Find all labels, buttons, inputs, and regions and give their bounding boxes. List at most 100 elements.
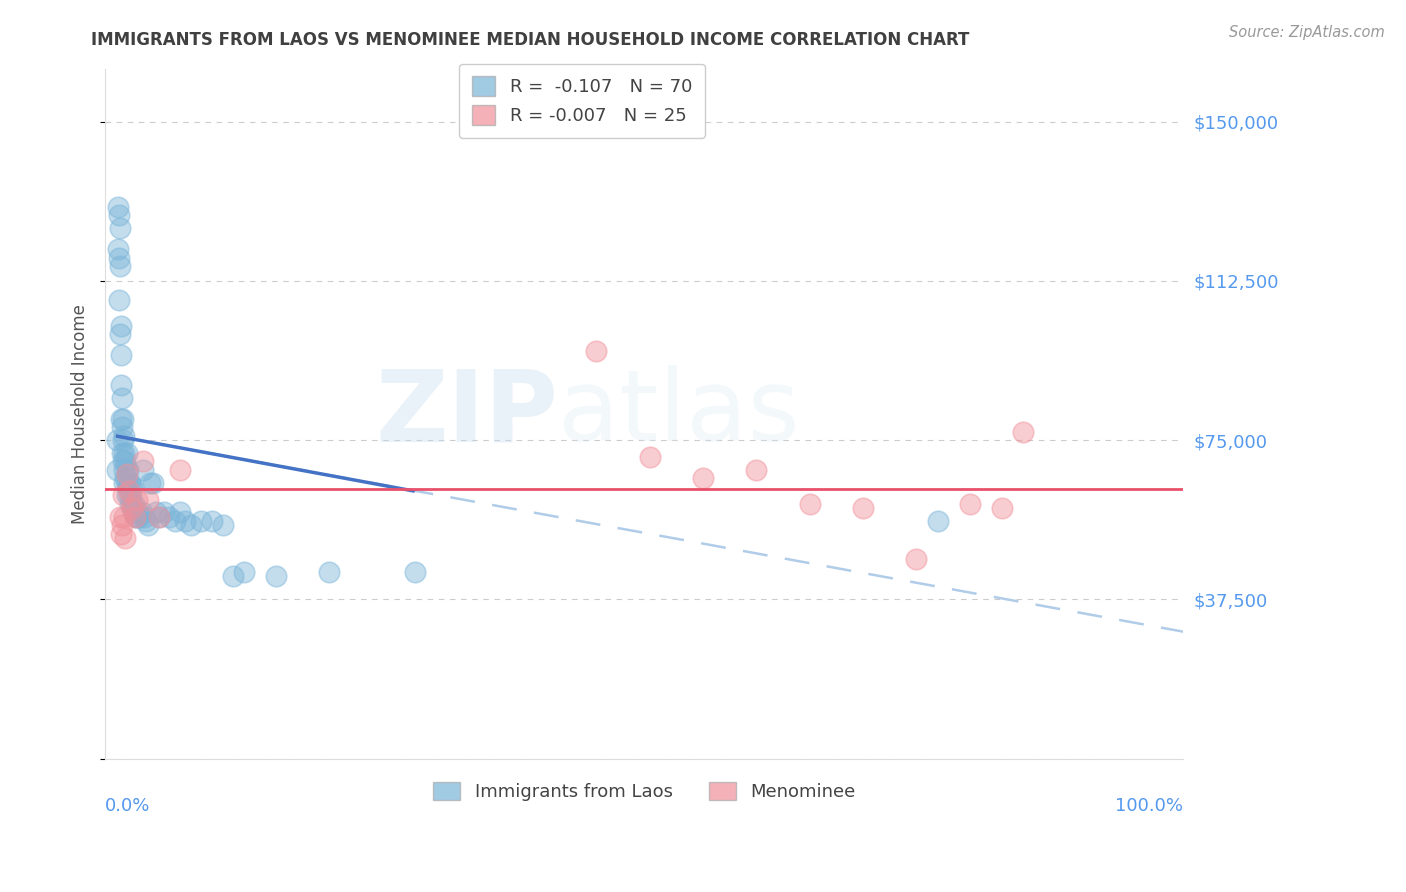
Point [163, 514, 186, 528]
Point [110, 378, 132, 392]
Point [799, 497, 821, 511]
Point [120, 488, 142, 502]
Point [131, 454, 153, 468]
Point [110, 318, 132, 333]
Point [108, 326, 131, 341]
Point [112, 412, 135, 426]
Point [118, 488, 141, 502]
Point [121, 480, 143, 494]
Point [927, 514, 949, 528]
Y-axis label: Median Household Income: Median Household Income [72, 303, 89, 524]
Point [112, 429, 135, 443]
Point [222, 569, 245, 583]
Legend: Immigrants from Laos, Menominee: Immigrants from Laos, Menominee [422, 771, 866, 812]
Point [991, 501, 1014, 516]
Point [211, 518, 233, 533]
Point [692, 471, 714, 485]
Point [180, 518, 202, 533]
Point [122, 505, 145, 519]
Point [852, 501, 875, 516]
Text: ZIP: ZIP [375, 365, 558, 462]
Point [114, 454, 136, 468]
Point [112, 433, 135, 447]
Point [111, 391, 134, 405]
Point [131, 505, 153, 519]
Point [745, 463, 768, 477]
Point [905, 552, 928, 566]
Point [112, 446, 135, 460]
Point [111, 420, 134, 434]
Point [122, 497, 145, 511]
Point [114, 471, 136, 485]
Point [404, 565, 426, 579]
Point [318, 565, 340, 579]
Point [190, 514, 212, 528]
Point [132, 509, 155, 524]
Point [107, 200, 129, 214]
Point [153, 505, 176, 519]
Point [131, 463, 153, 477]
Point [115, 475, 138, 490]
Point [114, 531, 136, 545]
Point [128, 509, 150, 524]
Point [127, 492, 149, 507]
Point [111, 518, 134, 533]
Point [127, 505, 149, 519]
Point [118, 475, 141, 490]
Point [110, 348, 132, 362]
Point [105, 433, 128, 447]
Point [112, 488, 135, 502]
Point [233, 565, 256, 579]
Point [124, 509, 146, 524]
Text: Source: ZipAtlas.com: Source: ZipAtlas.com [1229, 25, 1385, 40]
Point [157, 509, 180, 524]
Point [108, 208, 131, 222]
Point [117, 480, 139, 494]
Point [108, 509, 131, 524]
Point [115, 446, 138, 460]
Point [136, 492, 159, 507]
Point [169, 463, 191, 477]
Point [105, 463, 128, 477]
Point [638, 450, 661, 465]
Point [108, 293, 131, 307]
Point [148, 509, 170, 524]
Point [169, 505, 191, 519]
Point [139, 475, 162, 490]
Text: atlas: atlas [558, 365, 800, 462]
Point [108, 259, 131, 273]
Point [1012, 425, 1035, 439]
Point [959, 497, 981, 511]
Point [201, 514, 224, 528]
Point [264, 569, 287, 583]
Point [136, 518, 159, 533]
Point [108, 220, 131, 235]
Point [112, 509, 135, 524]
Point [174, 514, 197, 528]
Point [112, 454, 135, 468]
Point [125, 509, 148, 524]
Point [108, 251, 131, 265]
Point [118, 484, 141, 499]
Point [124, 505, 146, 519]
Point [115, 463, 138, 477]
Point [110, 412, 132, 426]
Point [127, 509, 149, 524]
Point [135, 514, 157, 528]
Point [118, 475, 141, 490]
Point [110, 526, 132, 541]
Point [145, 505, 167, 519]
Point [107, 242, 129, 256]
Point [121, 497, 143, 511]
Point [111, 446, 134, 460]
Point [121, 501, 143, 516]
Point [115, 467, 138, 482]
Point [118, 497, 141, 511]
Point [115, 488, 138, 502]
Point [117, 463, 139, 477]
Text: 100.0%: 100.0% [1115, 797, 1184, 814]
Point [112, 463, 135, 477]
Point [112, 475, 135, 490]
Point [142, 475, 165, 490]
Text: 0.0%: 0.0% [105, 797, 150, 814]
